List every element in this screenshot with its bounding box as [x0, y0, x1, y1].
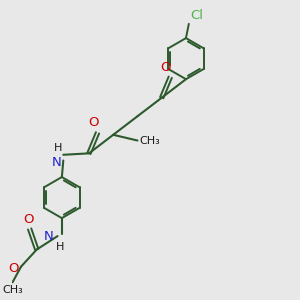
- Text: O: O: [88, 116, 98, 129]
- Text: O: O: [23, 213, 34, 226]
- Text: N: N: [52, 156, 62, 169]
- Text: CH₃: CH₃: [2, 285, 23, 295]
- Text: Cl: Cl: [190, 9, 203, 22]
- Text: O: O: [8, 262, 19, 275]
- Text: H: H: [56, 242, 64, 252]
- Text: N: N: [44, 230, 54, 243]
- Text: O: O: [160, 61, 170, 74]
- Text: H: H: [53, 143, 62, 153]
- Text: CH₃: CH₃: [140, 136, 160, 146]
